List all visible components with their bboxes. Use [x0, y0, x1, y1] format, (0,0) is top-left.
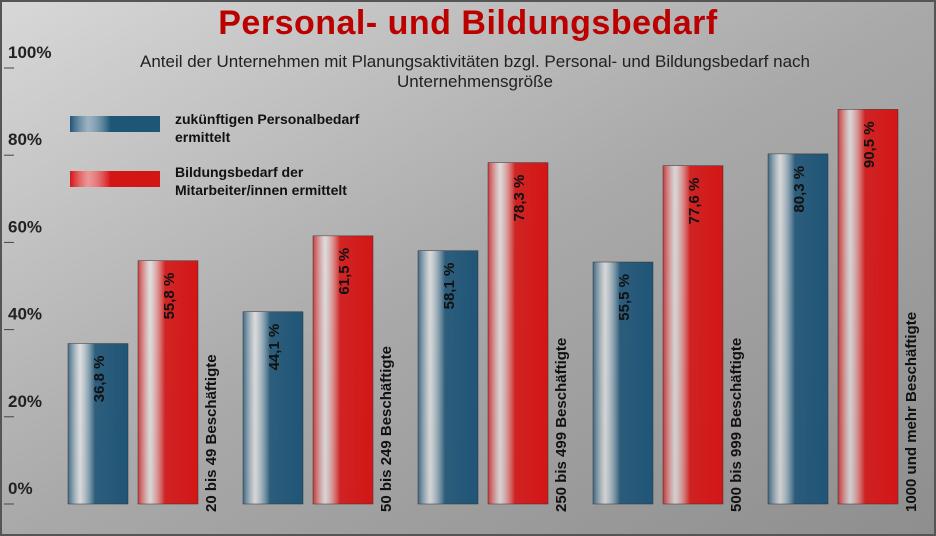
x-tick-label: 1000 und mehr Beschäftigte [903, 312, 920, 512]
legend-label: zukünftigen Personalbedarf ermittelt [175, 110, 385, 146]
value-label: 78,3 % [511, 175, 528, 222]
x-tick-label: 50 bis 249 Beschäftigte [378, 346, 395, 512]
y-tick-label: 40% [8, 305, 42, 324]
x-tick-label: 20 bis 49 Beschäftigte [203, 354, 220, 512]
value-label: 36,8 % [91, 356, 108, 403]
value-label: 90,5 % [861, 121, 878, 168]
y-tick-label: 80% [8, 130, 42, 149]
legend-swatch-shine [70, 171, 160, 187]
y-tick-label: 20% [8, 392, 42, 411]
chart-title: Personal- und Bildungsbedarf [0, 4, 936, 43]
value-label: 55,8 % [161, 273, 178, 320]
value-label: 61,5 % [336, 248, 353, 295]
value-label: 77,6 % [686, 178, 703, 225]
x-tick-label: 500 bis 999 Beschäftigte [728, 338, 745, 512]
legend-label: Bildungsbedarf der Mitarbeiter/innen erm… [175, 163, 385, 199]
y-tick-label: 100% [8, 43, 51, 62]
value-label: 44,1 % [266, 324, 283, 371]
legend-swatch-shine [70, 116, 160, 132]
x-tick-label: 250 bis 499 Beschäftigte [553, 338, 570, 512]
value-label: 80,3 % [791, 166, 808, 213]
value-label: 55,5 % [616, 274, 633, 321]
chart-subtitle: Anteil der Unternehmen mit Planungsaktiv… [130, 52, 820, 92]
y-tick-label: 0% [8, 479, 33, 498]
y-tick-label: 60% [8, 217, 42, 236]
value-label: 58,1 % [441, 263, 458, 310]
chart-page: 0% 20% 40% 60% 80% 100% 36,8 % 55,8 % 20 bis 49 … [0, 0, 936, 536]
